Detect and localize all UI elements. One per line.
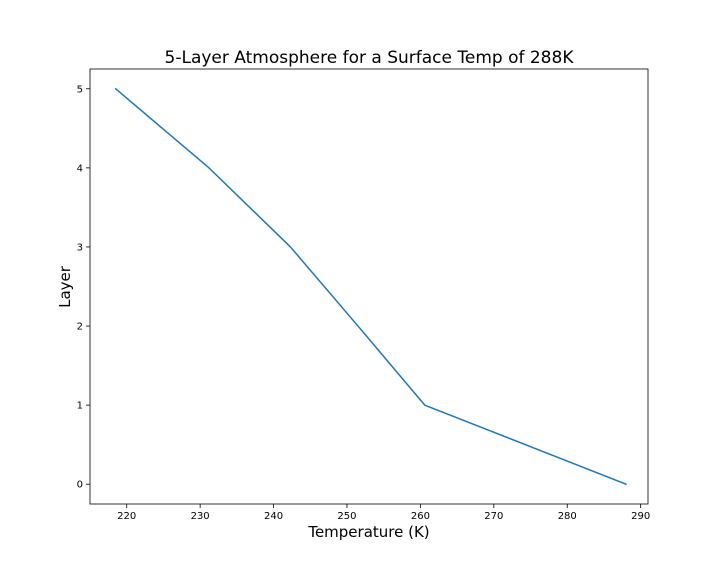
x-tick-label: 230 (191, 511, 210, 522)
y-tick-label: 5 (77, 84, 83, 95)
series-layer (114, 87, 627, 486)
plot-frame (89, 68, 649, 505)
x-tick-label: 250 (337, 511, 356, 522)
y-tick-label: 1 (77, 401, 83, 412)
x-axis-ticks: 220 230 240 250 260 270 280 290 (117, 504, 650, 522)
y-tick-label: 0 (77, 480, 83, 491)
y-tick-label: 3 (77, 242, 83, 253)
chart-title: 5-Layer Atmosphere for a Surface Temp of… (165, 48, 575, 68)
x-tick-label: 270 (484, 511, 503, 522)
y-tick-label: 4 (77, 163, 83, 174)
x-tick-label: 240 (264, 511, 283, 522)
y-tick-label: 2 (77, 322, 83, 333)
y-axis-ticks: 0 1 2 3 4 5 (77, 84, 90, 491)
x-tick-label: 220 (117, 511, 136, 522)
x-tick-label: 290 (631, 511, 650, 522)
x-tick-label: 280 (558, 511, 577, 522)
x-axis-label: Temperature (K) (307, 523, 429, 541)
x-tick-label: 260 (411, 511, 430, 522)
y-axis-label: Layer (56, 265, 74, 308)
series-line (114, 87, 627, 486)
